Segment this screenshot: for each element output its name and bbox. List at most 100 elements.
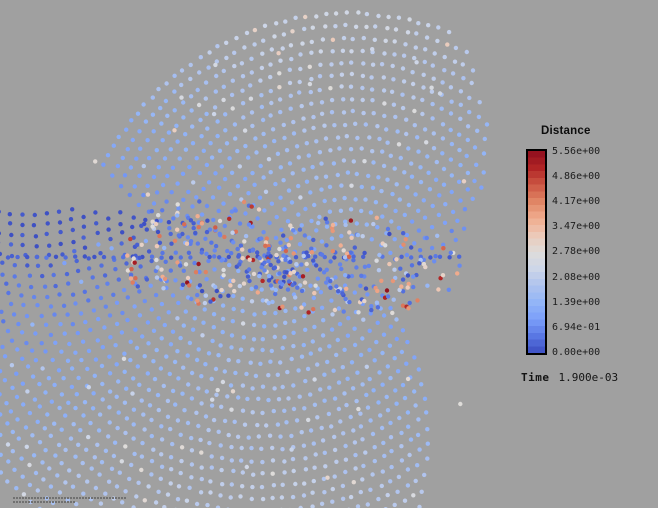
particle [73,301,78,306]
particle [312,465,317,470]
particle [55,473,60,478]
particle [10,385,15,390]
particle [107,313,113,318]
particle [217,148,223,153]
particle [19,330,25,335]
particle [20,212,25,217]
particle [117,470,123,475]
particle [415,432,421,438]
particle [287,67,292,73]
particle [170,329,176,334]
particle [414,60,419,65]
particle [449,99,454,104]
particle [40,460,45,465]
particle [457,147,462,153]
particle [253,285,259,290]
particle [377,136,382,142]
particle [200,333,205,338]
particle [79,279,84,284]
particle [375,288,380,294]
particle [53,340,58,345]
particle [241,281,247,286]
particle [137,289,142,294]
particle [199,401,204,406]
particle [159,424,164,429]
particle [95,442,100,447]
particle [64,271,70,277]
particle [274,252,279,258]
particle [344,402,349,408]
particle [310,25,315,30]
particle [298,52,303,57]
particle [187,164,192,170]
particle [153,292,159,298]
particle [131,215,136,220]
particle [236,395,241,400]
particle [131,407,137,412]
particle [371,221,376,227]
particle [399,284,404,289]
particle [31,453,37,458]
particle [282,335,287,340]
particle [105,153,111,158]
particle [230,106,235,111]
particle [136,202,141,208]
particle [128,357,133,363]
particle [15,417,20,422]
particle [442,68,447,73]
particle [91,308,97,313]
particle [74,392,80,397]
particle [330,37,336,42]
particle [134,345,140,351]
particle [191,180,196,185]
particle [334,284,339,289]
particle [203,269,208,275]
particle [303,327,308,332]
particle [211,325,216,330]
particle [20,356,25,361]
particle [332,474,337,479]
particle [269,100,274,106]
particle [186,382,191,387]
particle [422,215,428,220]
particle [376,496,381,502]
particle [213,89,218,94]
particle [188,62,193,68]
particle [5,421,10,426]
particle [187,485,192,490]
particle [341,248,346,253]
particle [147,403,153,408]
particle [339,61,344,66]
particle [309,250,315,255]
particle [127,192,132,198]
particle [106,434,111,439]
particle [98,501,104,506]
particle [460,62,465,67]
particle [219,467,224,473]
particle [30,433,35,438]
particle [317,214,322,220]
particle [309,246,314,251]
particle [14,394,20,400]
particle [260,298,265,303]
particle [259,93,264,98]
particle [187,340,193,346]
particle [231,306,236,312]
particle [332,396,338,401]
particle [155,392,161,398]
particle [380,469,385,474]
particle [311,237,316,243]
particle [243,176,248,182]
particle [316,220,321,226]
particle [181,323,186,328]
particle [260,496,266,502]
particle [425,427,430,432]
particle [132,451,137,457]
particle [182,222,187,227]
particle [299,354,305,359]
particle [123,444,128,449]
particle [341,35,347,41]
particle [32,397,38,402]
